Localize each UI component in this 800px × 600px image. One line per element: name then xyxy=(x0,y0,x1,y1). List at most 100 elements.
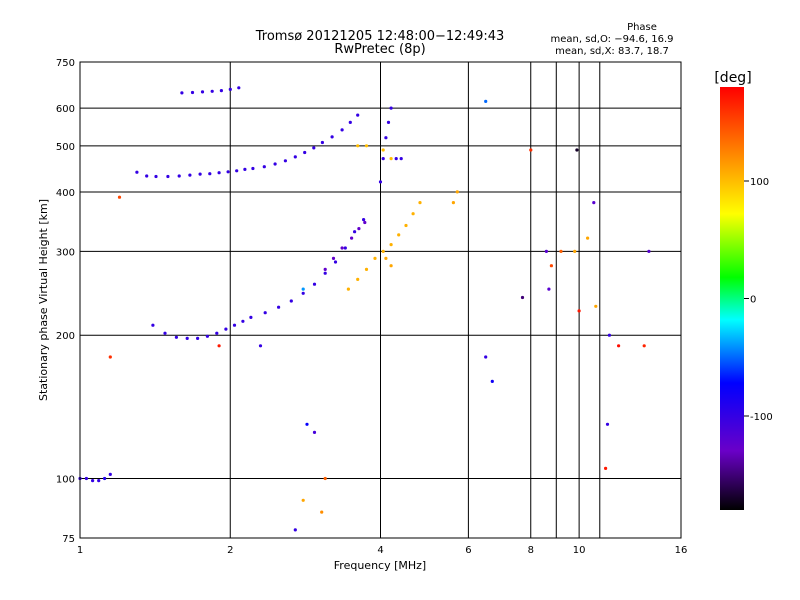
data-point xyxy=(217,344,221,348)
data-point xyxy=(381,249,385,253)
data-point xyxy=(484,99,488,103)
y-tick-label: 600 xyxy=(56,104,75,115)
data-point xyxy=(323,476,327,481)
data-point xyxy=(166,174,170,179)
data-point xyxy=(108,355,112,359)
data-point xyxy=(97,479,101,483)
data-point xyxy=(363,220,367,225)
data-point xyxy=(455,190,459,194)
data-point xyxy=(343,246,347,250)
data-point xyxy=(389,264,393,268)
data-point xyxy=(604,466,608,470)
data-point xyxy=(277,305,281,309)
data-point xyxy=(305,422,309,426)
data-point xyxy=(394,157,398,161)
data-point xyxy=(301,287,305,291)
data-point xyxy=(411,212,415,216)
data-points xyxy=(78,86,651,532)
data-point xyxy=(586,236,590,240)
data-point xyxy=(200,90,205,94)
data-point xyxy=(312,282,317,286)
data-point xyxy=(174,335,178,339)
data-point xyxy=(249,315,253,319)
data-point xyxy=(208,172,212,176)
data-point xyxy=(117,195,122,199)
data-point xyxy=(559,249,563,253)
data-point xyxy=(348,120,352,124)
data-point xyxy=(346,287,350,291)
x-axis-label: Frequency [MHz] xyxy=(334,559,426,572)
data-point xyxy=(293,155,297,159)
data-point xyxy=(362,218,366,222)
data-point xyxy=(356,144,360,148)
data-point xyxy=(301,291,305,295)
colorbar-tick-label: -100 xyxy=(750,412,773,423)
data-point xyxy=(210,89,214,93)
data-point xyxy=(154,174,158,179)
data-point xyxy=(594,304,598,308)
data-point xyxy=(262,165,266,169)
colorbar-tick-label: 0 xyxy=(750,295,756,306)
data-point xyxy=(103,476,107,481)
data-point xyxy=(389,106,393,110)
data-point xyxy=(273,162,277,166)
data-point xyxy=(190,90,195,95)
x-tick-label: 10 xyxy=(573,545,586,556)
y-tick-label: 75 xyxy=(62,534,75,545)
data-point xyxy=(205,334,209,338)
data-point xyxy=(617,344,621,348)
data-point xyxy=(484,355,488,359)
data-point xyxy=(384,256,388,260)
x-tick-label: 16 xyxy=(675,545,688,556)
data-point xyxy=(490,379,494,383)
data-point xyxy=(577,309,581,313)
data-point xyxy=(232,323,237,327)
data-point xyxy=(108,472,112,476)
data-point xyxy=(84,476,88,481)
y-tick-label: 400 xyxy=(56,188,75,199)
data-point xyxy=(251,166,255,171)
data-point xyxy=(575,148,579,152)
data-point xyxy=(237,86,241,90)
data-point xyxy=(303,150,307,155)
y-tick-label: 750 xyxy=(56,58,75,69)
data-point xyxy=(243,167,247,171)
data-point xyxy=(350,236,354,240)
data-point xyxy=(605,422,610,426)
y-tick-label: 100 xyxy=(56,475,75,486)
chart-subtitle: RwPretec (8p) xyxy=(334,42,425,57)
data-point xyxy=(228,87,232,91)
x-tick-label: 8 xyxy=(528,545,534,556)
phase-stats-o: mean, sd,O: −94.6, 16.9 xyxy=(551,34,674,45)
data-point xyxy=(185,336,189,340)
phase-stats-x: mean, sd,X: 83.7, 18.7 xyxy=(555,46,669,57)
data-point xyxy=(196,336,200,340)
data-point xyxy=(647,249,651,253)
data-point xyxy=(544,249,549,253)
colorbar-label: [deg] xyxy=(714,70,751,86)
data-point xyxy=(188,173,192,177)
data-point xyxy=(389,243,393,247)
data-point xyxy=(356,277,360,281)
data-point xyxy=(145,174,149,178)
data-point xyxy=(547,287,551,291)
data-point xyxy=(215,331,219,335)
x-tick-label: 1 xyxy=(77,545,83,556)
data-point xyxy=(91,479,95,483)
x-tick-label: 6 xyxy=(465,545,471,556)
colorbar-ticks: 100 0 -100 xyxy=(744,177,773,423)
data-point xyxy=(389,157,393,161)
data-point xyxy=(258,344,263,348)
y-axis-label: Stationary phase Virtual Height [km] xyxy=(37,199,50,401)
y-tick-label: 500 xyxy=(56,142,75,153)
data-point xyxy=(573,249,577,253)
data-point xyxy=(180,91,184,95)
data-point xyxy=(384,136,388,140)
data-point xyxy=(289,299,293,303)
data-point xyxy=(323,267,327,271)
data-point xyxy=(378,180,383,184)
data-point xyxy=(226,170,230,174)
data-point xyxy=(320,140,324,145)
data-point xyxy=(312,146,316,150)
